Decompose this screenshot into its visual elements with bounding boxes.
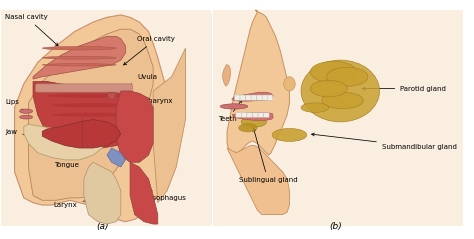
Polygon shape [232,112,273,120]
FancyBboxPatch shape [251,95,256,100]
Ellipse shape [42,56,116,59]
FancyBboxPatch shape [264,113,269,117]
Polygon shape [227,146,290,215]
Ellipse shape [19,115,33,119]
Ellipse shape [241,117,266,127]
Ellipse shape [42,64,116,66]
Ellipse shape [310,61,356,83]
Polygon shape [42,120,121,148]
FancyBboxPatch shape [247,113,253,117]
FancyBboxPatch shape [0,10,211,226]
Ellipse shape [322,92,364,109]
Polygon shape [116,91,153,162]
Ellipse shape [283,77,295,91]
Polygon shape [107,148,126,167]
Text: Teeth: Teeth [218,100,242,123]
Polygon shape [130,162,158,224]
FancyBboxPatch shape [253,113,258,117]
Ellipse shape [19,109,33,113]
FancyBboxPatch shape [236,113,241,117]
Ellipse shape [52,103,135,107]
FancyBboxPatch shape [267,95,273,100]
Polygon shape [24,124,107,160]
Polygon shape [33,81,139,148]
FancyBboxPatch shape [258,113,264,117]
Text: (b): (b) [329,222,342,231]
Text: Larynx: Larynx [54,198,94,208]
Text: Lips: Lips [5,99,23,112]
Ellipse shape [301,60,380,122]
FancyBboxPatch shape [36,84,132,92]
Polygon shape [33,36,126,79]
Polygon shape [222,65,231,86]
Text: Nasal cavity: Nasal cavity [5,14,58,46]
Polygon shape [153,48,185,203]
FancyBboxPatch shape [246,95,251,100]
Ellipse shape [52,113,135,117]
Ellipse shape [47,94,130,98]
Text: Oral cavity: Oral cavity [124,36,175,65]
Polygon shape [84,162,121,224]
Ellipse shape [272,128,307,141]
Text: Jaw: Jaw [5,129,39,138]
FancyBboxPatch shape [213,10,463,226]
Polygon shape [15,15,172,222]
Ellipse shape [327,67,368,86]
Text: Pharynx: Pharynx [144,98,173,112]
Ellipse shape [301,103,329,112]
FancyBboxPatch shape [241,113,247,117]
Text: Sublingual gland: Sublingual gland [238,128,297,183]
Ellipse shape [310,80,347,97]
Ellipse shape [238,124,257,132]
Text: Esophagus: Esophagus [148,191,186,201]
Text: (a): (a) [96,222,109,231]
Ellipse shape [42,46,116,50]
Polygon shape [28,29,153,200]
FancyBboxPatch shape [235,95,240,100]
Text: Tongue: Tongue [54,142,80,168]
FancyBboxPatch shape [262,95,268,100]
FancyBboxPatch shape [256,95,262,100]
Ellipse shape [108,92,116,99]
Text: Submandibular gland: Submandibular gland [311,133,457,150]
Ellipse shape [220,104,248,109]
Polygon shape [227,10,290,155]
Text: Uvula: Uvula [116,74,157,91]
Polygon shape [232,92,273,101]
Text: Parotid gland: Parotid gland [363,86,446,92]
FancyBboxPatch shape [240,95,246,100]
